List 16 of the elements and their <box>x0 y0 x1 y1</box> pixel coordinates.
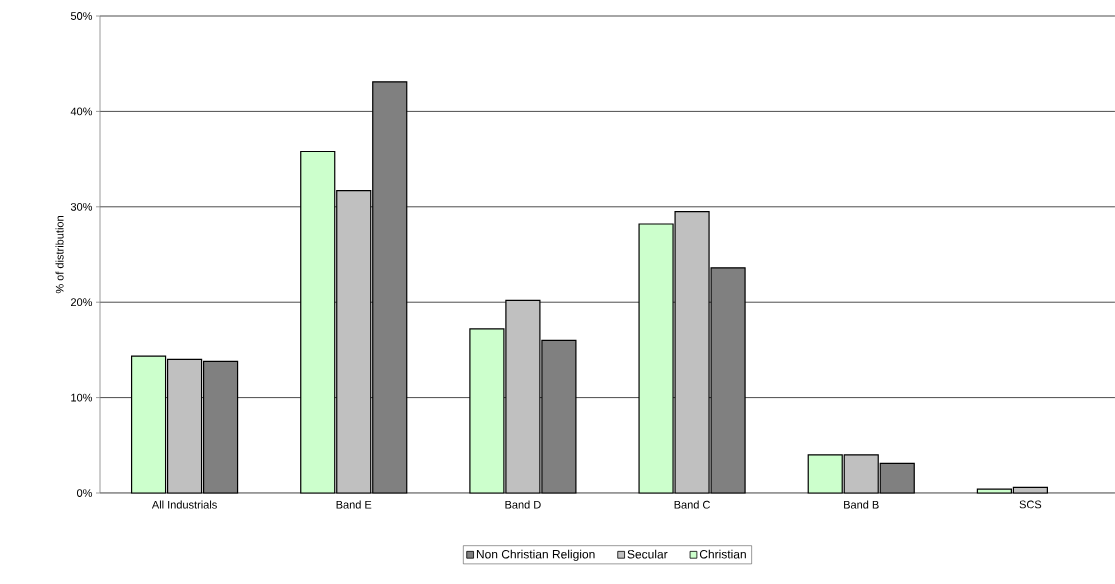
y-tick-label: 20% <box>71 298 93 307</box>
y-tick-label: 30% <box>70 202 93 211</box>
y-tick-label: 50% <box>70 12 93 20</box>
legend-label: Christian <box>699 549 746 559</box>
x-tick-label: SCS <box>1019 500 1042 509</box>
x-tick-label: Band C <box>674 500 710 509</box>
y-tick-label: 40% <box>70 107 93 116</box>
legend-label: Non Christian Religion <box>476 549 595 561</box>
y-tick-label: 0% <box>77 489 93 497</box>
y-axis-title: % of distribution <box>55 216 64 294</box>
x-tick-label: Band D <box>505 500 541 509</box>
legend-label: Secular <box>627 549 668 559</box>
x-tick-label: All Industrials <box>151 500 217 509</box>
x-tick-label: Band E <box>336 500 372 509</box>
y-tick-label: 10% <box>71 393 93 402</box>
x-tick-label: Band B <box>844 500 879 509</box>
